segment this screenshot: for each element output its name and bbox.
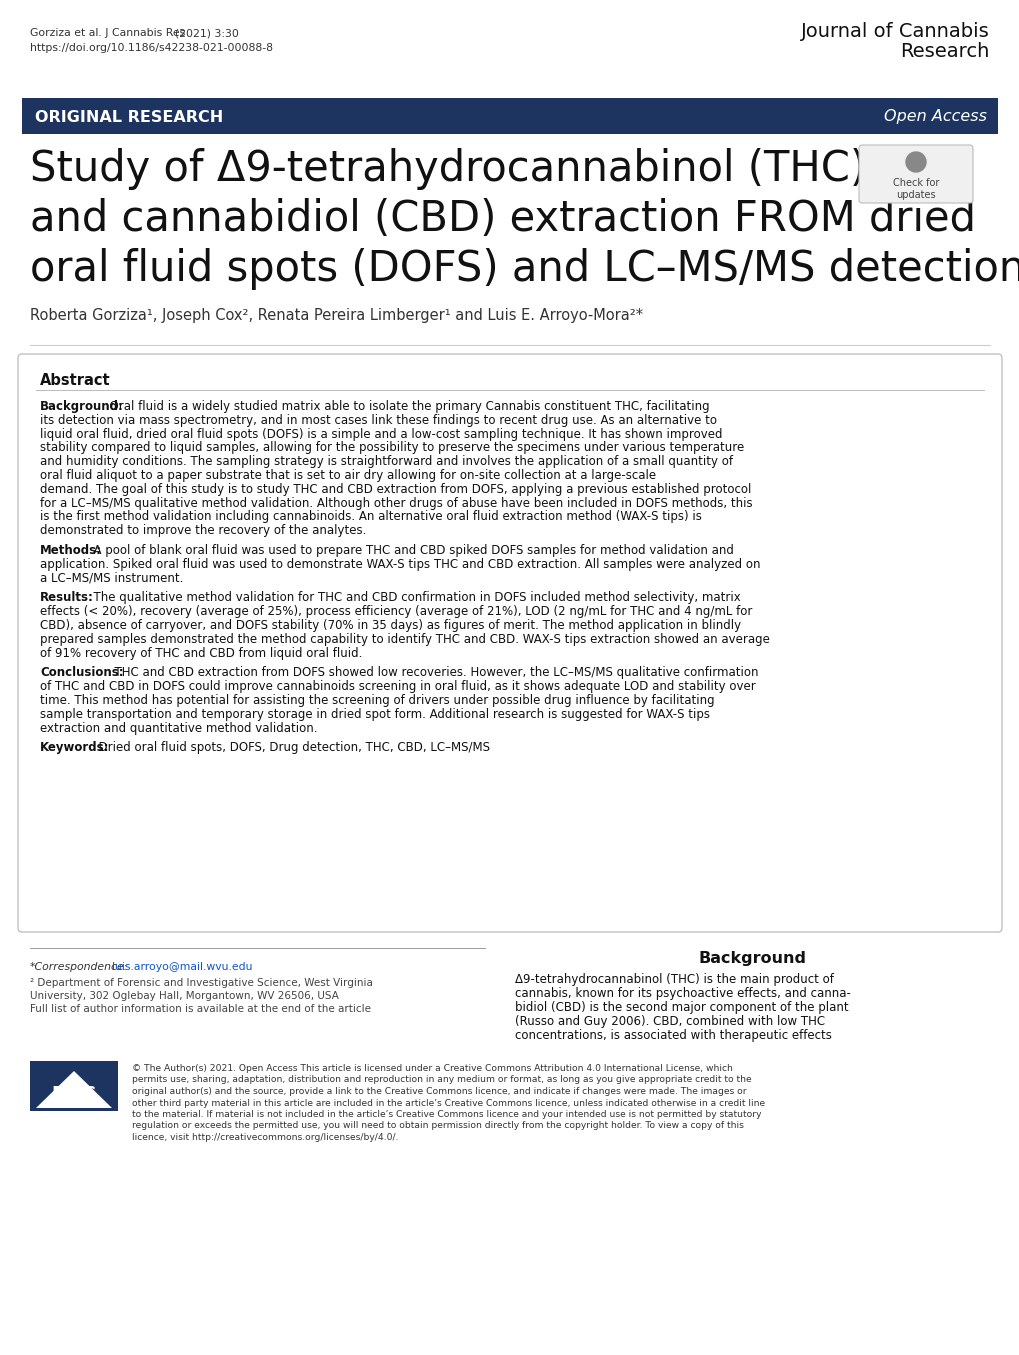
Text: demand. The goal of this study is to study THC and CBD extraction from DOFS, app: demand. The goal of this study is to stu… (40, 482, 751, 496)
Text: Keywords:: Keywords: (40, 741, 109, 755)
Text: demonstrated to improve the recovery of the analytes.: demonstrated to improve the recovery of … (40, 524, 366, 537)
Text: Oral fluid is a widely studied matrix able to isolate the primary Cannabis const: Oral fluid is a widely studied matrix ab… (102, 400, 709, 413)
Text: a LC–MS/MS instrument.: a LC–MS/MS instrument. (40, 572, 183, 584)
Text: application. Spiked oral fluid was used to demonstrate WAX-S tips THC and CBD ex: application. Spiked oral fluid was used … (40, 558, 760, 570)
Text: and humidity conditions. The sampling strategy is straightforward and involves t: and humidity conditions. The sampling st… (40, 455, 733, 469)
Text: liquid oral fluid, dried oral fluid spots (DOFS) is a simple and a low-cost samp: liquid oral fluid, dried oral fluid spot… (40, 428, 721, 440)
Text: Background: Background (698, 951, 806, 966)
Bar (30, 1061, 118, 1111)
Text: Check for
updates: Check for updates (892, 178, 938, 201)
Text: luis.arroyo@mail.wvu.edu: luis.arroyo@mail.wvu.edu (112, 962, 253, 972)
Text: Δ9-tetrahydrocannabinol (THC) is the main product of: Δ9-tetrahydrocannabinol (THC) is the mai… (515, 973, 834, 986)
Text: concentrations, is associated with therapeutic effects: concentrations, is associated with thera… (515, 1028, 832, 1042)
Text: stability compared to liquid samples, allowing for the possibility to preserve t: stability compared to liquid samples, al… (40, 442, 744, 454)
Text: oral fluid spots (DOFS) and LC–MS/MS detection: oral fluid spots (DOFS) and LC–MS/MS det… (30, 248, 1019, 290)
Text: for a LC–MS/MS qualitative method validation. Although other drugs of abuse have: for a LC–MS/MS qualitative method valida… (40, 496, 752, 509)
Text: The qualitative method validation for THC and CBD confirmation in DOFS included : The qualitative method validation for TH… (86, 591, 740, 604)
Text: original author(s) and the source, provide a link to the Creative Commons licenc: original author(s) and the source, provi… (131, 1087, 746, 1096)
Text: © The Author(s) 2021. Open Access This article is licensed under a Creative Comm: © The Author(s) 2021. Open Access This a… (131, 1064, 733, 1073)
Text: BMC: BMC (52, 1085, 96, 1103)
Text: of 91% recovery of THC and CBD from liquid oral fluid.: of 91% recovery of THC and CBD from liqu… (40, 646, 362, 660)
Text: CBD), absence of carryover, and DOFS stability (70% in 35 days) as figures of me: CBD), absence of carryover, and DOFS sta… (40, 619, 741, 631)
FancyBboxPatch shape (18, 354, 1001, 932)
Text: Conclusions:: Conclusions: (40, 667, 123, 679)
Text: Roberta Gorziza¹, Joseph Cox², Renata Pereira Limberger¹ and Luis E. Arroyo-Mora: Roberta Gorziza¹, Joseph Cox², Renata Pe… (30, 308, 643, 322)
Text: regulation or exceeds the permitted use, you will need to obtain permission dire: regulation or exceeds the permitted use,… (131, 1122, 743, 1130)
Text: its detection via mass spectrometry, and in most cases link these findings to re: its detection via mass spectrometry, and… (40, 413, 716, 427)
Text: sample transportation and temporary storage in dried spot form. Additional resea: sample transportation and temporary stor… (40, 707, 709, 721)
Bar (22, 98, 997, 134)
Text: of THC and CBD in DOFS could improve cannabinoids screening in oral fluid, as it: of THC and CBD in DOFS could improve can… (40, 680, 755, 694)
Text: to the material. If material is not included in the article’s Creative Commons l: to the material. If material is not incl… (131, 1110, 761, 1119)
Text: other third party material in this article are included in the article’s Creativ: other third party material in this artic… (131, 1099, 764, 1107)
Text: ORIGINAL RESEARCH: ORIGINAL RESEARCH (35, 110, 223, 125)
Circle shape (905, 152, 925, 172)
Text: effects (< 20%), recovery (average of 25%), process efficiency (average of 21%),: effects (< 20%), recovery (average of 25… (40, 606, 752, 618)
FancyBboxPatch shape (858, 145, 972, 203)
Text: licence, visit http://creativecommons.org/licenses/by/4.0/.: licence, visit http://creativecommons.or… (131, 1133, 398, 1142)
Text: bidiol (CBD) is the second major component of the plant: bidiol (CBD) is the second major compone… (515, 1001, 848, 1014)
Text: Abstract: Abstract (40, 373, 110, 388)
Text: extraction and quantitative method validation.: extraction and quantitative method valid… (40, 722, 317, 734)
Text: Study of Δ9-tetrahydrocannabinol (THC): Study of Δ9-tetrahydrocannabinol (THC) (30, 148, 865, 190)
Text: and cannabidiol (CBD) extraction FROM dried: and cannabidiol (CBD) extraction FROM dr… (30, 198, 975, 240)
Text: Background:: Background: (40, 400, 123, 413)
Text: (2021) 3:30: (2021) 3:30 (175, 28, 238, 38)
Text: University, 302 Oglebay Hall, Morgantown, WV 26506, USA: University, 302 Oglebay Hall, Morgantown… (30, 991, 338, 1001)
Text: time. This method has potential for assisting the screening of drivers under pos: time. This method has potential for assi… (40, 694, 714, 707)
Text: Journal of Cannabis: Journal of Cannabis (801, 22, 989, 41)
Text: Open Access: Open Access (883, 110, 986, 125)
Text: cannabis, known for its psychoactive effects, and canna-: cannabis, known for its psychoactive eff… (515, 986, 850, 1000)
Text: Full list of author information is available at the end of the article: Full list of author information is avail… (30, 1004, 371, 1014)
Text: THC and CBD extraction from DOFS showed low recoveries. However, the LC–MS/MS qu: THC and CBD extraction from DOFS showed … (107, 667, 758, 679)
Text: Methods:: Methods: (40, 543, 102, 557)
Text: oral fluid aliquot to a paper substrate that is set to air dry allowing for on-s: oral fluid aliquot to a paper substrate … (40, 469, 655, 482)
Text: Gorziza et al. J Cannabis Res: Gorziza et al. J Cannabis Res (30, 28, 185, 38)
Text: ² Department of Forensic and Investigative Science, West Virginia: ² Department of Forensic and Investigati… (30, 978, 373, 988)
Text: https://doi.org/10.1186/s42238-021-00088-8: https://doi.org/10.1186/s42238-021-00088… (30, 43, 273, 53)
Polygon shape (36, 1070, 112, 1108)
Text: prepared samples demonstrated the method capability to identify THC and CBD. WAX: prepared samples demonstrated the method… (40, 633, 769, 646)
Text: A pool of blank oral fluid was used to prepare THC and CBD spiked DOFS samples f: A pool of blank oral fluid was used to p… (86, 543, 733, 557)
Text: permits use, sharing, adaptation, distribution and reproduction in any medium or: permits use, sharing, adaptation, distri… (131, 1076, 751, 1084)
Text: (Russo and Guy 2006). CBD, combined with low THC: (Russo and Guy 2006). CBD, combined with… (515, 1015, 824, 1028)
Text: *Correspondence:: *Correspondence: (30, 962, 128, 972)
Text: Research: Research (900, 42, 989, 61)
Text: is the first method validation including cannabinoids. An alternative oral fluid: is the first method validation including… (40, 511, 701, 523)
Text: Dried oral fluid spots, DOFS, Drug detection, THC, CBD, LC–MS/MS: Dried oral fluid spots, DOFS, Drug detec… (91, 741, 490, 755)
Text: Results:: Results: (40, 591, 94, 604)
